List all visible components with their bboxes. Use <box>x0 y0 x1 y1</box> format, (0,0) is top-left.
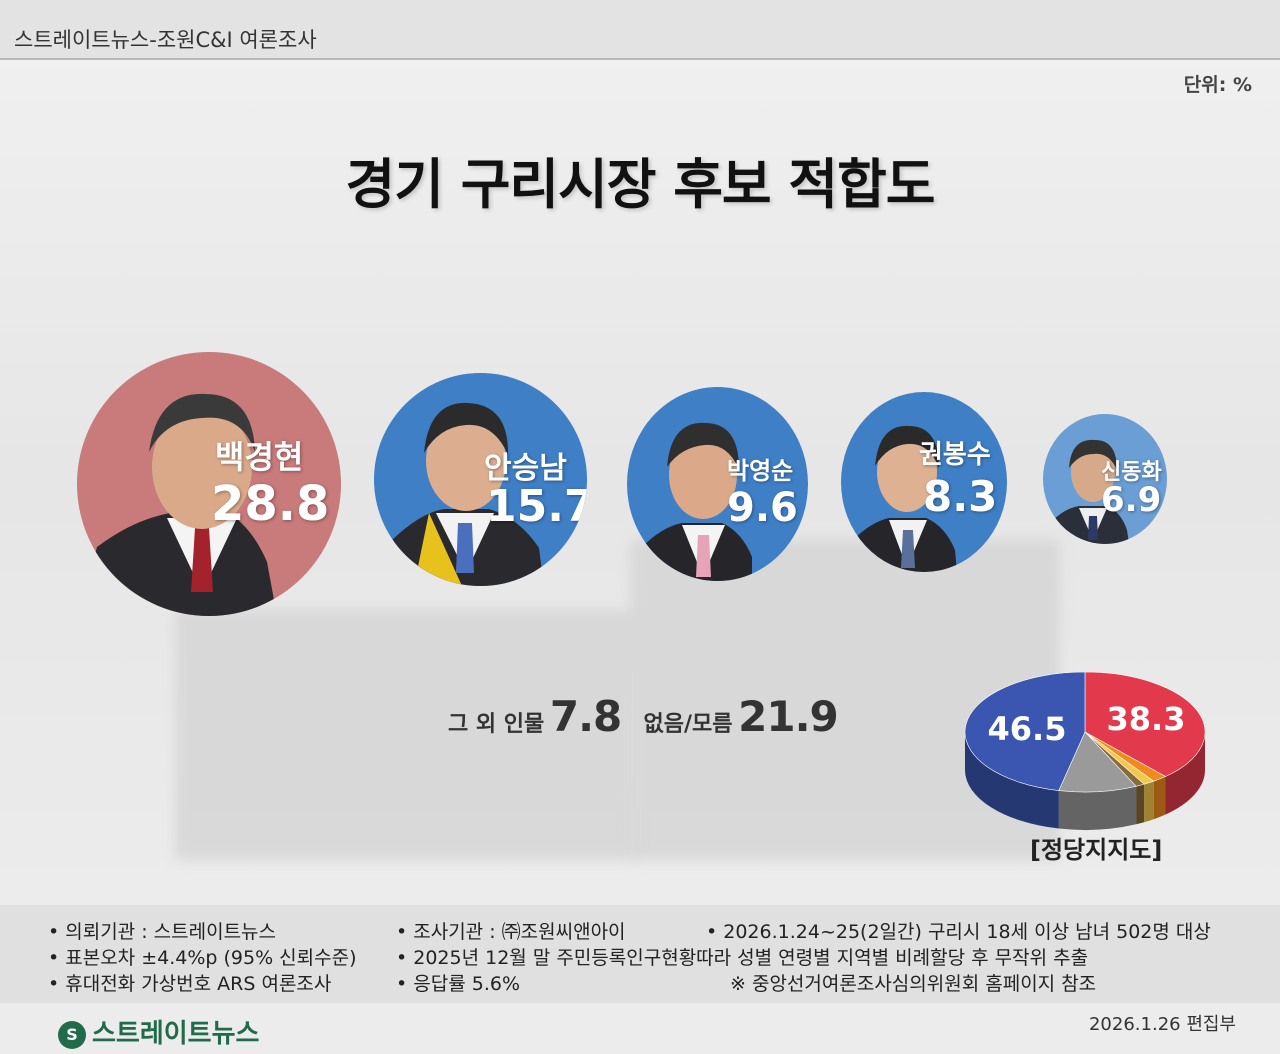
candidate-photo <box>1043 439 1129 544</box>
publish-date: 2026.1.26 편집부 <box>1088 1014 1236 1035</box>
pie-value-label: 46.5 <box>988 710 1067 748</box>
pie-slice-side <box>1058 786 1137 830</box>
candidate-photo <box>374 402 544 586</box>
publisher-logo: S 스트레이트뉴스 <box>58 1013 259 1050</box>
chart-title: 경기 구리시장 후보 적합도 <box>345 153 936 216</box>
candidate-value: 28.8 <box>211 476 330 532</box>
candidate-name: 권봉수 <box>919 440 991 470</box>
note: • 의뢰기관 : 스트레이트뉴스 <box>48 921 277 943</box>
candidate-name: 안승남 <box>484 451 567 486</box>
others-label: 그 외 인물 <box>448 712 545 737</box>
candidate-name: 신동화 <box>1101 460 1162 485</box>
party-support-pie: 46.5 38.3 <box>964 672 1206 830</box>
candidate-value: 15.7 <box>486 481 587 532</box>
note: • 휴대전화 가상번호 ARS 여론조사 <box>48 973 332 995</box>
candidate-bubble: 신동화 6.9 <box>1043 414 1167 544</box>
candidate-bubble: 백경현 28.8 <box>77 352 341 616</box>
others-summary: 그 외 인물 7.8 없음/모름 21.9 <box>448 692 839 741</box>
pie-slice-side <box>1136 784 1145 825</box>
note: • 2026.1.24~25(2일간) 구리시 18세 이상 남녀 502명 대… <box>706 921 1211 943</box>
candidate-name: 백경현 <box>215 438 304 476</box>
background-shadow <box>175 610 635 860</box>
candidate-value: 8.3 <box>923 472 998 521</box>
note: • 표본오차 ±4.4%p (95% 신뢰수준) <box>48 947 357 969</box>
candidate-value: 9.6 <box>727 485 798 531</box>
candidate-value: 6.9 <box>1101 480 1162 520</box>
others-value: 7.8 <box>549 692 622 741</box>
pie-slice <box>1084 672 1206 777</box>
note: ※ 중앙선거여론조사심의위원회 홈페이지 참조 <box>730 973 1097 995</box>
survey-notes: • 의뢰기관 : 스트레이트뉴스 • 표본오차 ±4.4%p (95% 신뢰수준… <box>0 905 1280 1003</box>
note: • 조사기관 : ㈜조원씨앤아이 <box>396 921 626 943</box>
unit-label: 단위: % <box>1183 74 1252 96</box>
candidate-bubble: 박영순 9.6 <box>627 387 808 581</box>
candidate-name: 박영순 <box>727 457 794 485</box>
candidate-photo <box>627 422 752 581</box>
candidate-photo <box>77 393 277 616</box>
logo-icon: S <box>58 1020 86 1049</box>
candidate-bubble: 안승남 15.7 <box>374 373 587 586</box>
undecided-value: 21.9 <box>738 692 839 741</box>
pie-slice <box>964 672 1086 791</box>
pie-slice-side <box>965 732 1059 829</box>
candidate-bubble: 권봉수 8.3 <box>841 392 1007 572</box>
undecided-label: 없음/모름 <box>643 712 733 737</box>
pie-slice-side <box>1144 781 1154 823</box>
candidate-photo <box>841 425 957 572</box>
pie-value-label: 38.3 <box>1107 700 1186 738</box>
survey-source: 스트레이트뉴스-조원C&I 여론조사 <box>14 28 317 52</box>
note: • 2025년 12월 말 주민등록인구현황따라 성별 연령별 지역별 비례할당… <box>396 947 1089 969</box>
top-bar: 스트레이트뉴스-조원C&I 여론조사 <box>0 0 1280 60</box>
bottom-bar <box>0 1003 1280 1054</box>
pie-slice-side <box>1153 776 1166 820</box>
pie-slice <box>1058 731 1137 793</box>
pie-slice-side <box>1165 732 1205 815</box>
pie-caption: [정당지지도] <box>1030 836 1163 864</box>
note: • 응답률 5.6% <box>396 973 520 995</box>
logo-text: 스트레이트뉴스 <box>92 1019 260 1049</box>
